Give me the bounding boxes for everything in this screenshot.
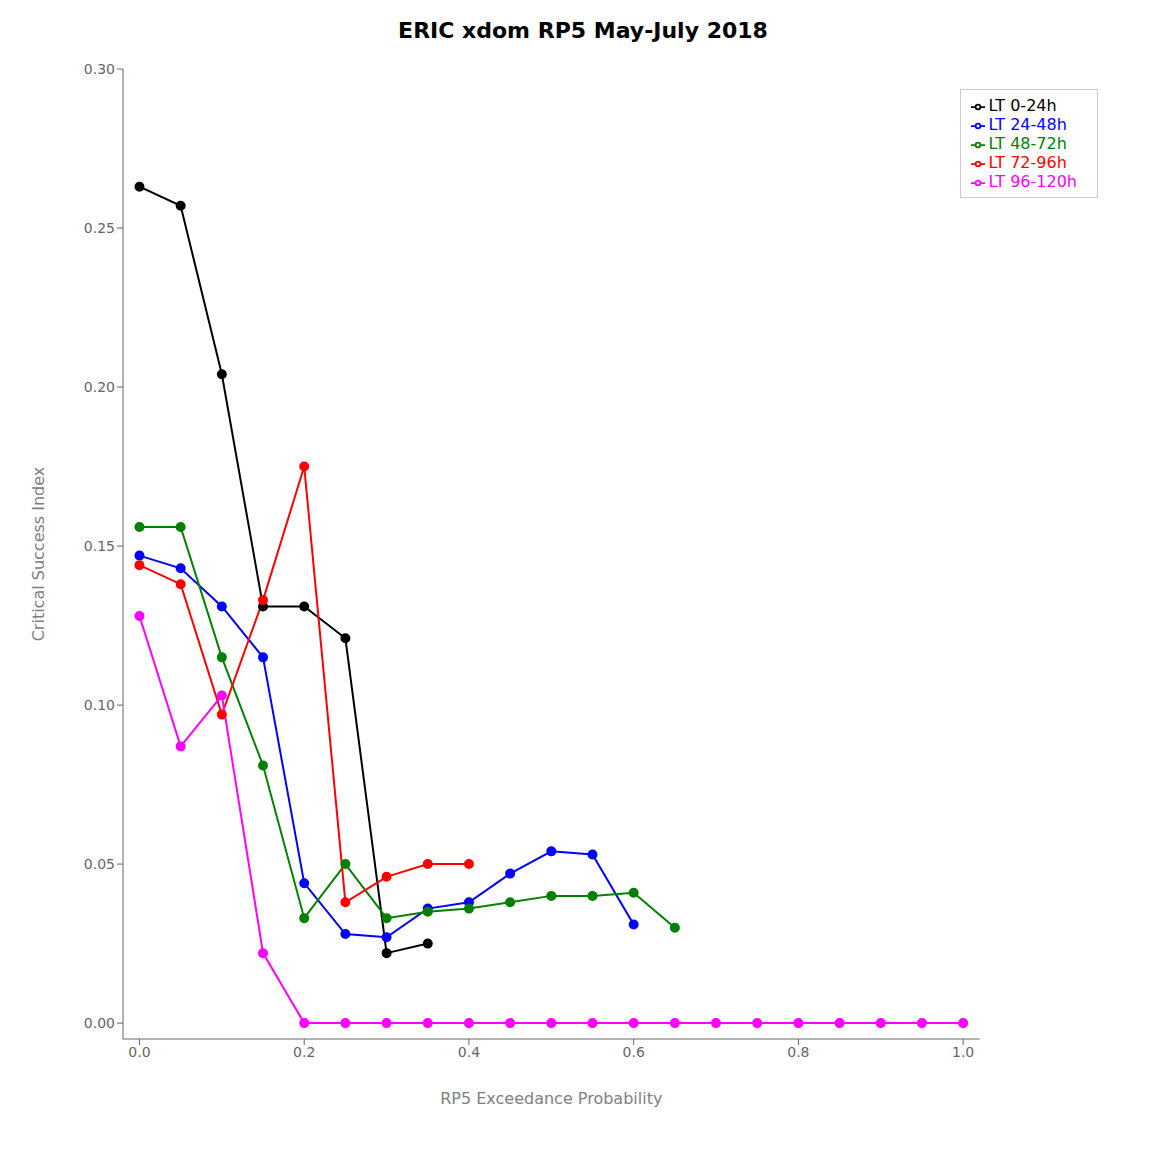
svg-text:1.0: 1.0	[952, 1044, 974, 1060]
svg-text:0.25: 0.25	[84, 220, 115, 236]
html-text:LT 48-72h: LT 48-72h	[988, 134, 1067, 153]
html-text:LT 24-48h: LT 24-48h	[988, 115, 1067, 134]
html-text:LT 0-24h: LT 0-24h	[988, 96, 1057, 115]
svg-text:0.30: 0.30	[84, 61, 115, 77]
html-text:LT 96-120h: LT 96-120h	[988, 172, 1077, 191]
svg-text:0.05: 0.05	[84, 856, 115, 872]
svg-text:0.0: 0.0	[128, 1044, 150, 1060]
svg-text:0.2: 0.2	[293, 1044, 315, 1060]
html-text:ERIC xdom RP5 May-July 2018: ERIC xdom RP5 May-July 2018	[398, 18, 768, 43]
svg-text:0.00: 0.00	[84, 1015, 115, 1031]
svg-text:0.6: 0.6	[623, 1044, 645, 1060]
svg-text:0.4: 0.4	[458, 1044, 480, 1060]
svg-text:Critical Success Index: Critical Success Index	[29, 467, 48, 642]
svg-text:0.20: 0.20	[84, 379, 115, 395]
svg-text:0.15: 0.15	[84, 538, 115, 554]
html-text:LT 72-96h: LT 72-96h	[988, 153, 1067, 172]
svg-text:RP5 Exceedance Probability: RP5 Exceedance Probability	[440, 1089, 662, 1108]
svg-text:0.8: 0.8	[787, 1044, 809, 1060]
svg-text:0.10: 0.10	[84, 697, 115, 713]
